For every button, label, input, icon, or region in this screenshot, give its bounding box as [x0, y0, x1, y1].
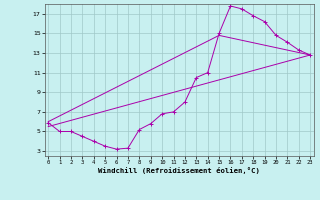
X-axis label: Windchill (Refroidissement éolien,°C): Windchill (Refroidissement éolien,°C) [98, 167, 260, 174]
